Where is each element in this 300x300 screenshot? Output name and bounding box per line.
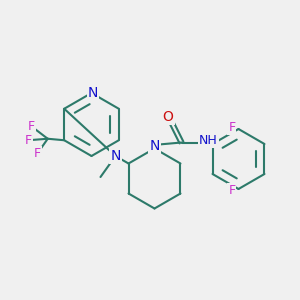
Text: F: F [28, 120, 35, 133]
Text: N: N [149, 139, 160, 153]
Text: N: N [110, 149, 121, 163]
Text: F: F [34, 147, 41, 160]
Text: F: F [228, 121, 236, 134]
Text: F: F [25, 134, 32, 147]
Text: NH: NH [199, 134, 218, 147]
Text: N: N [88, 86, 98, 100]
Text: F: F [228, 184, 236, 197]
Text: O: O [163, 110, 173, 124]
